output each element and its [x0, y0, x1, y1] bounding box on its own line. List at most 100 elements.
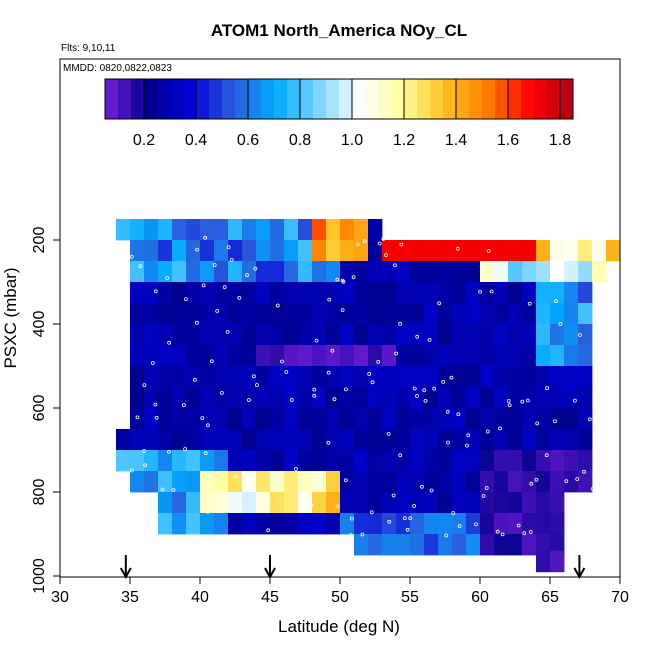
sample-point — [527, 301, 532, 306]
colorbar-segment — [534, 79, 548, 119]
heatmap-cell — [466, 324, 481, 346]
heatmap-cell — [494, 366, 509, 388]
heatmap-cell — [186, 366, 201, 388]
heatmap-cell — [256, 450, 271, 472]
heatmap-cell — [550, 387, 565, 409]
heatmap-cell — [396, 513, 411, 535]
heatmap-cell — [396, 534, 411, 556]
x-tick-label: 55 — [401, 589, 419, 606]
heatmap-cell — [312, 408, 327, 430]
sample-point — [153, 402, 158, 407]
heatmap-cell — [130, 387, 145, 409]
sample-point — [556, 263, 561, 268]
heatmap-cell — [172, 282, 187, 304]
sample-point — [309, 503, 314, 508]
heatmap-cell — [158, 366, 173, 388]
heatmap-cell — [242, 324, 257, 346]
heatmap-cell — [340, 219, 355, 241]
sample-point — [183, 297, 188, 302]
heatmap-cell — [424, 471, 439, 493]
heatmap-cell — [396, 261, 411, 283]
heatmap-cell — [522, 450, 537, 472]
heatmap-cell — [144, 408, 159, 430]
sample-point — [423, 398, 428, 403]
sample-point — [343, 478, 348, 483]
sample-point — [405, 527, 410, 532]
heatmap-cell — [214, 261, 229, 283]
heatmap-cell — [228, 261, 243, 283]
heatmap-cell — [130, 219, 145, 241]
heatmap-cell — [242, 219, 257, 241]
heatmap-cell — [452, 450, 467, 472]
heatmap-cell — [312, 492, 327, 514]
heatmap-cell — [340, 450, 355, 472]
heatmap-cell — [410, 429, 425, 451]
heatmap-cell — [340, 366, 355, 388]
sample-point — [466, 433, 471, 438]
heatmap-cell — [326, 387, 341, 409]
heatmap-cell — [214, 450, 229, 472]
sample-point — [535, 421, 540, 426]
heatmap-cell — [508, 303, 523, 325]
heatmap-cell — [354, 261, 369, 283]
heatmap-cell — [186, 513, 201, 535]
heatmap-cell — [508, 513, 523, 535]
heatmap-cell — [130, 429, 145, 451]
heatmap-cell — [396, 366, 411, 388]
sample-point — [474, 522, 478, 527]
colorbar-segment — [508, 79, 522, 119]
heatmap-cell — [242, 471, 257, 493]
sample-point — [376, 359, 381, 364]
sample-point — [545, 386, 549, 391]
heatmap-cell — [242, 450, 257, 472]
heatmap-cell — [508, 408, 523, 430]
sample-point — [203, 235, 208, 240]
heatmap-cell — [522, 387, 537, 409]
heatmap-cell — [242, 513, 257, 535]
heatmap-cell — [578, 303, 593, 325]
heatmap-cell — [410, 282, 425, 304]
sample-point — [355, 242, 360, 247]
x-tick-label: 40 — [191, 589, 209, 606]
heatmap-cell — [452, 408, 467, 430]
heatmap-cell — [354, 534, 369, 556]
sample-point — [457, 524, 462, 528]
heatmap-cell — [172, 345, 187, 367]
heatmap-cell — [536, 345, 551, 367]
heatmap-cell — [424, 408, 439, 430]
heatmap-cell — [158, 261, 173, 283]
heatmap-cell — [214, 345, 229, 367]
heatmap-cell — [564, 240, 579, 262]
sample-point — [386, 431, 391, 436]
heatmap-cell — [214, 429, 229, 451]
heatmap-cell — [368, 261, 383, 283]
heatmap-cell — [312, 303, 327, 325]
heatmap-cell — [256, 303, 271, 325]
heatmap-cell — [536, 282, 551, 304]
heatmap-cell — [200, 408, 215, 430]
sample-point — [553, 419, 557, 424]
heatmap-cell — [200, 324, 215, 346]
heatmap-cell — [214, 282, 229, 304]
sample-point — [579, 515, 584, 520]
heatmap-cell — [270, 303, 285, 325]
heatmap-cell — [578, 366, 593, 388]
heatmap-cell — [158, 219, 173, 241]
colorbar-segment — [300, 79, 314, 119]
heatmap-cell — [242, 240, 257, 262]
colorbar-tick-label: 1.8 — [549, 132, 571, 149]
heatmap-cell — [298, 387, 313, 409]
heatmap-cell — [578, 261, 593, 283]
heatmap-cell — [186, 387, 201, 409]
sample-point — [142, 383, 147, 388]
heatmap-cell — [410, 240, 425, 262]
y-tick-label: 400 — [31, 311, 48, 338]
heatmap-cell — [452, 492, 467, 514]
sample-point — [330, 348, 335, 353]
heatmap-cell — [368, 282, 383, 304]
sample-point — [237, 295, 242, 300]
heatmap-cell — [158, 408, 173, 430]
sample-point — [181, 403, 186, 408]
sample-point — [398, 453, 403, 458]
